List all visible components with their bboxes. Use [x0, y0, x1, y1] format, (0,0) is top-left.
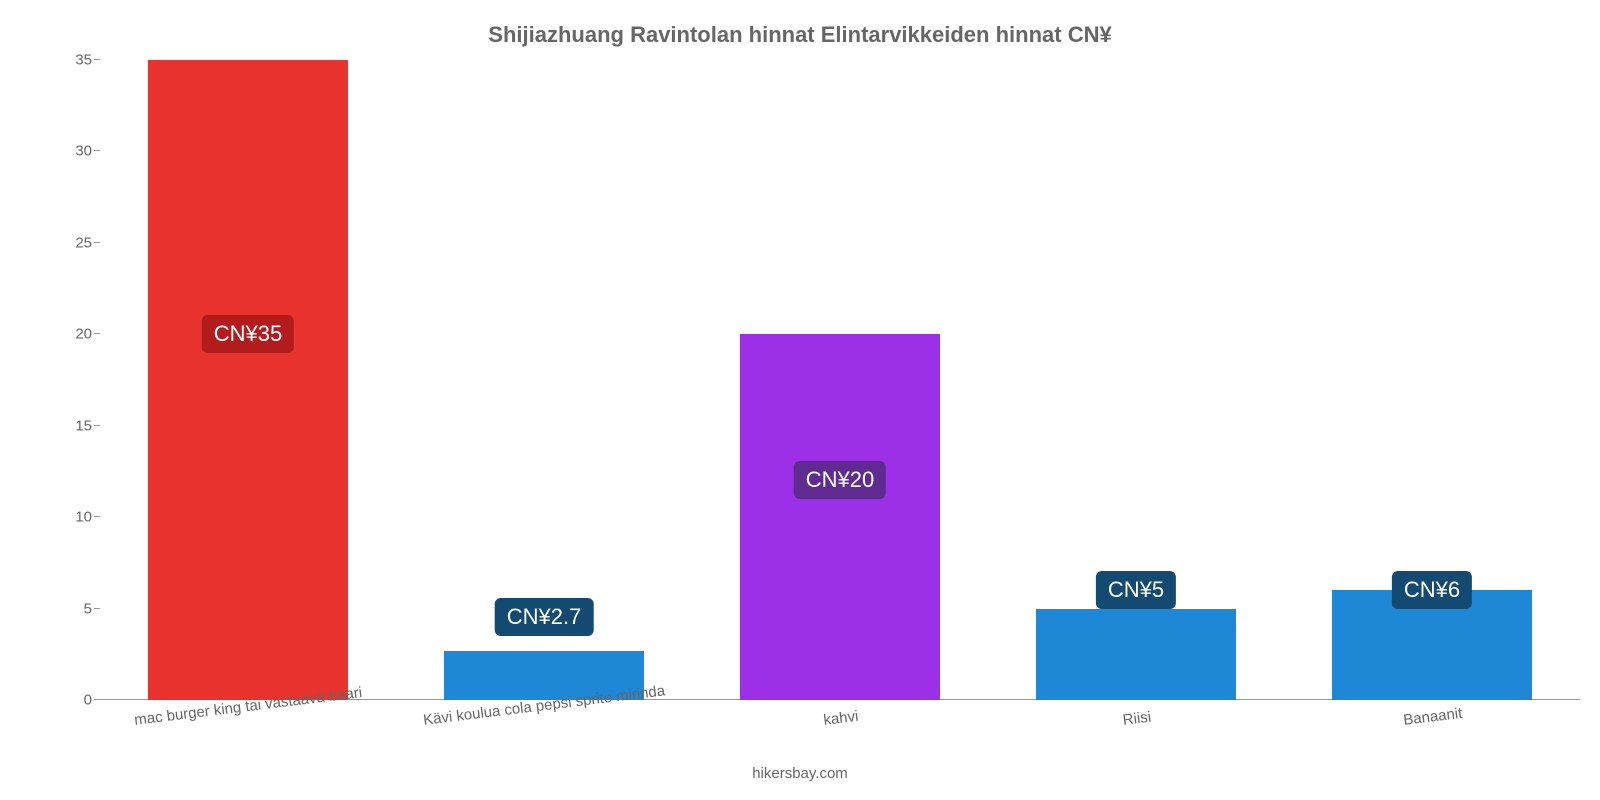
- y-tick-mark: [94, 150, 100, 151]
- bar: [1036, 609, 1236, 700]
- value-badge: CN¥6: [1392, 571, 1472, 609]
- credit-text: hikersbay.com: [0, 765, 1600, 782]
- y-tick-mark: [94, 242, 100, 243]
- y-tick-mark: [94, 516, 100, 517]
- y-tick-label: 35: [50, 52, 92, 69]
- y-tick-mark: [94, 699, 100, 700]
- category-label: kahvi: [822, 708, 859, 729]
- value-badge: CN¥2.7: [495, 598, 594, 636]
- y-tick-label: 25: [50, 234, 92, 251]
- y-tick-mark: [94, 608, 100, 609]
- value-badge: CN¥35: [202, 315, 294, 353]
- category-label: Banaanit: [1402, 705, 1463, 729]
- y-tick-label: 10: [50, 509, 92, 526]
- bar: [740, 334, 940, 700]
- y-tick-label: 0: [50, 692, 92, 709]
- value-badge: CN¥5: [1096, 571, 1176, 609]
- y-tick-label: 5: [50, 600, 92, 617]
- category-label: Riisi: [1122, 709, 1152, 729]
- value-badge: CN¥20: [794, 461, 886, 499]
- plot-area: 05101520253035CN¥35mac burger king tai v…: [100, 60, 1580, 700]
- y-tick-mark: [94, 425, 100, 426]
- y-tick-label: 15: [50, 417, 92, 434]
- bar: [148, 60, 348, 700]
- y-tick-label: 30: [50, 143, 92, 160]
- chart-title: Shijiazhuang Ravintolan hinnat Elintarvi…: [0, 22, 1600, 48]
- y-tick-mark: [94, 333, 100, 334]
- y-tick-mark: [94, 59, 100, 60]
- y-tick-label: 20: [50, 326, 92, 343]
